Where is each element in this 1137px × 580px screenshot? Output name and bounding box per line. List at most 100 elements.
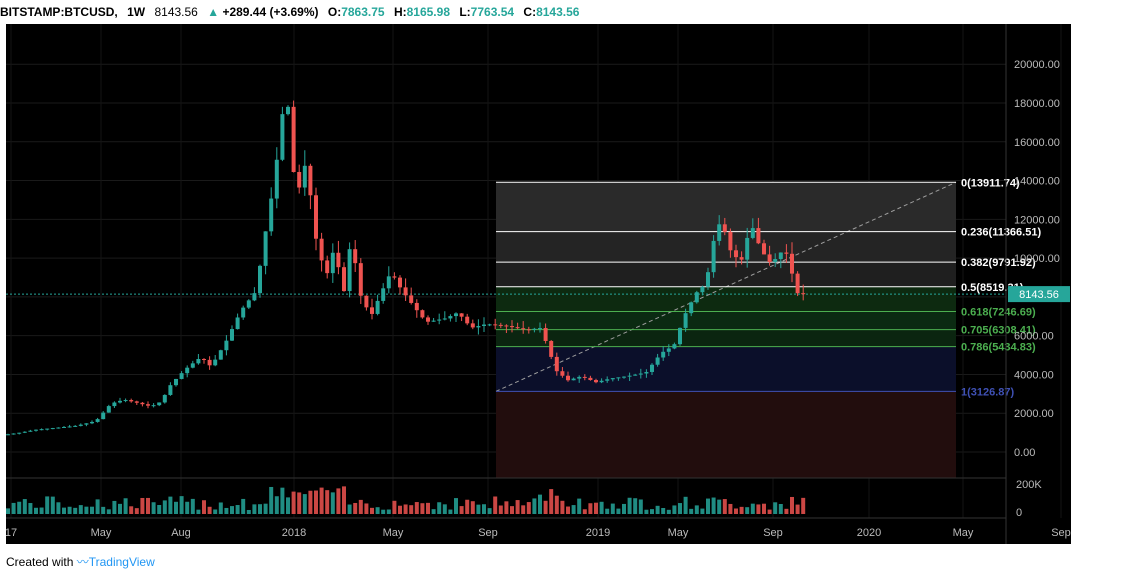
volume-bar — [168, 496, 173, 514]
fib-retracement-zones — [496, 182, 956, 478]
volume-bar — [123, 498, 128, 514]
fib-label: 0.618(7246.69) — [961, 306, 1036, 318]
candle-body — [375, 300, 380, 314]
time-label: May — [383, 527, 404, 539]
candle-body — [459, 313, 464, 317]
fib-zone — [496, 329, 956, 347]
fib-label: 1(3126.87) — [961, 386, 1015, 398]
volume-bar — [459, 506, 464, 514]
symbol-name[interactable]: BITSTAMP:BTCUSD, — [0, 5, 118, 19]
volume-bar — [689, 508, 694, 514]
volume-bar — [767, 509, 772, 514]
candle-body — [526, 329, 531, 331]
candle-body — [11, 433, 16, 435]
candle-body — [291, 106, 296, 173]
candle-body — [773, 259, 778, 263]
candle-body — [353, 249, 358, 264]
candle-body — [190, 363, 195, 368]
volume-bar — [78, 505, 83, 514]
volume-bar — [426, 502, 430, 514]
volume-bar — [280, 487, 285, 514]
volume-bar — [45, 496, 50, 514]
current-price-tag: 8143.56 — [1008, 286, 1070, 303]
candle-body — [706, 272, 710, 287]
fib-label: 0.236(11366.51) — [961, 227, 1041, 239]
volume-bar — [694, 505, 699, 514]
candle-body — [801, 293, 806, 295]
volume-bar — [470, 501, 475, 514]
tradingview-logo-icon[interactable]: 〰 — [76, 555, 89, 569]
candle-body — [202, 359, 206, 361]
volume-bar — [73, 507, 78, 514]
volume-bar — [202, 500, 206, 514]
volume-bar — [549, 489, 554, 514]
fib-label: 0.382(9791.92) — [961, 257, 1036, 269]
volume-bar — [543, 500, 548, 514]
price-tag-box — [1008, 286, 1070, 303]
chart-panel[interactable]: 0(13911.74) 0.236(11366.51) 0.382(9791.92)… — [5, 24, 1071, 544]
candle-body — [644, 371, 649, 374]
candle-body — [655, 357, 660, 365]
candle-body — [50, 428, 55, 430]
volume-bar — [17, 501, 22, 514]
candle-body — [185, 367, 190, 374]
time-axis[interactable]: 17 May Aug 2018 May Sep 2019 May Sep 2020 May Sep — [5, 527, 1071, 539]
volume-bar — [420, 503, 425, 514]
volume-bar — [118, 503, 122, 514]
high-value: 8165.98 — [406, 5, 450, 19]
candle-body — [28, 430, 33, 432]
price-tick: 16000.00 — [1014, 137, 1060, 149]
price-chart[interactable]: 0(13911.74) 0.236(11366.51) 0.382(9791.92)… — [5, 24, 1071, 544]
candle-body — [308, 165, 313, 196]
volume-bar — [95, 499, 100, 514]
volume-bar — [39, 507, 44, 514]
volume-bar — [448, 509, 453, 514]
volume-bar — [745, 507, 750, 514]
interval-label[interactable]: 1W — [127, 5, 146, 19]
candle-body — [174, 378, 178, 386]
candle-body — [73, 425, 78, 427]
volume-bar — [605, 508, 610, 514]
candle-body — [409, 295, 414, 303]
volume-bar — [398, 505, 402, 514]
volume-bar — [706, 498, 710, 514]
tradingview-brand[interactable]: TradingView — [88, 555, 155, 569]
created-with-label: Created with — [6, 555, 74, 569]
symbol-header: BITSTAMP:BTCUSD, 1W 8143.56 ▲ +289.44 (+… — [0, 0, 1137, 24]
volume-bar — [510, 506, 514, 514]
volume-bar — [314, 490, 318, 514]
volume-bar — [174, 501, 178, 514]
volume-bar — [22, 499, 27, 514]
candle-body — [616, 377, 621, 379]
candle-body — [566, 375, 570, 381]
time-label: May — [91, 527, 112, 539]
volume-bar — [213, 509, 218, 514]
volume-bar — [577, 498, 582, 514]
candle-body — [325, 260, 330, 274]
price-axis[interactable]: 20000.00 18000.00 16000.00 14000.00 12000.00… — [1014, 59, 1060, 459]
volume-bar — [28, 503, 33, 514]
candle-body — [717, 224, 722, 241]
volume-bar — [554, 495, 559, 514]
volume-bar — [67, 506, 72, 514]
candle-body — [129, 400, 134, 402]
volume-tick: 200K — [1016, 479, 1042, 491]
candle-body — [689, 302, 694, 314]
volume-bar — [246, 509, 251, 514]
candle-body — [258, 265, 262, 294]
volume-bar — [157, 504, 162, 514]
candle-body — [694, 292, 699, 303]
candle-body — [750, 228, 755, 238]
volume-bar — [454, 498, 458, 514]
volume-bar — [750, 503, 755, 514]
candle-body — [381, 288, 386, 301]
volume-bar — [146, 497, 150, 514]
candle-body — [722, 224, 727, 232]
volume-bar — [56, 502, 61, 514]
volume-bar — [252, 504, 257, 514]
volume-bar — [762, 503, 766, 514]
time-label: Sep — [1051, 527, 1071, 539]
candle-body — [62, 426, 66, 428]
candle-body — [101, 412, 106, 420]
volume-bar — [336, 488, 341, 514]
